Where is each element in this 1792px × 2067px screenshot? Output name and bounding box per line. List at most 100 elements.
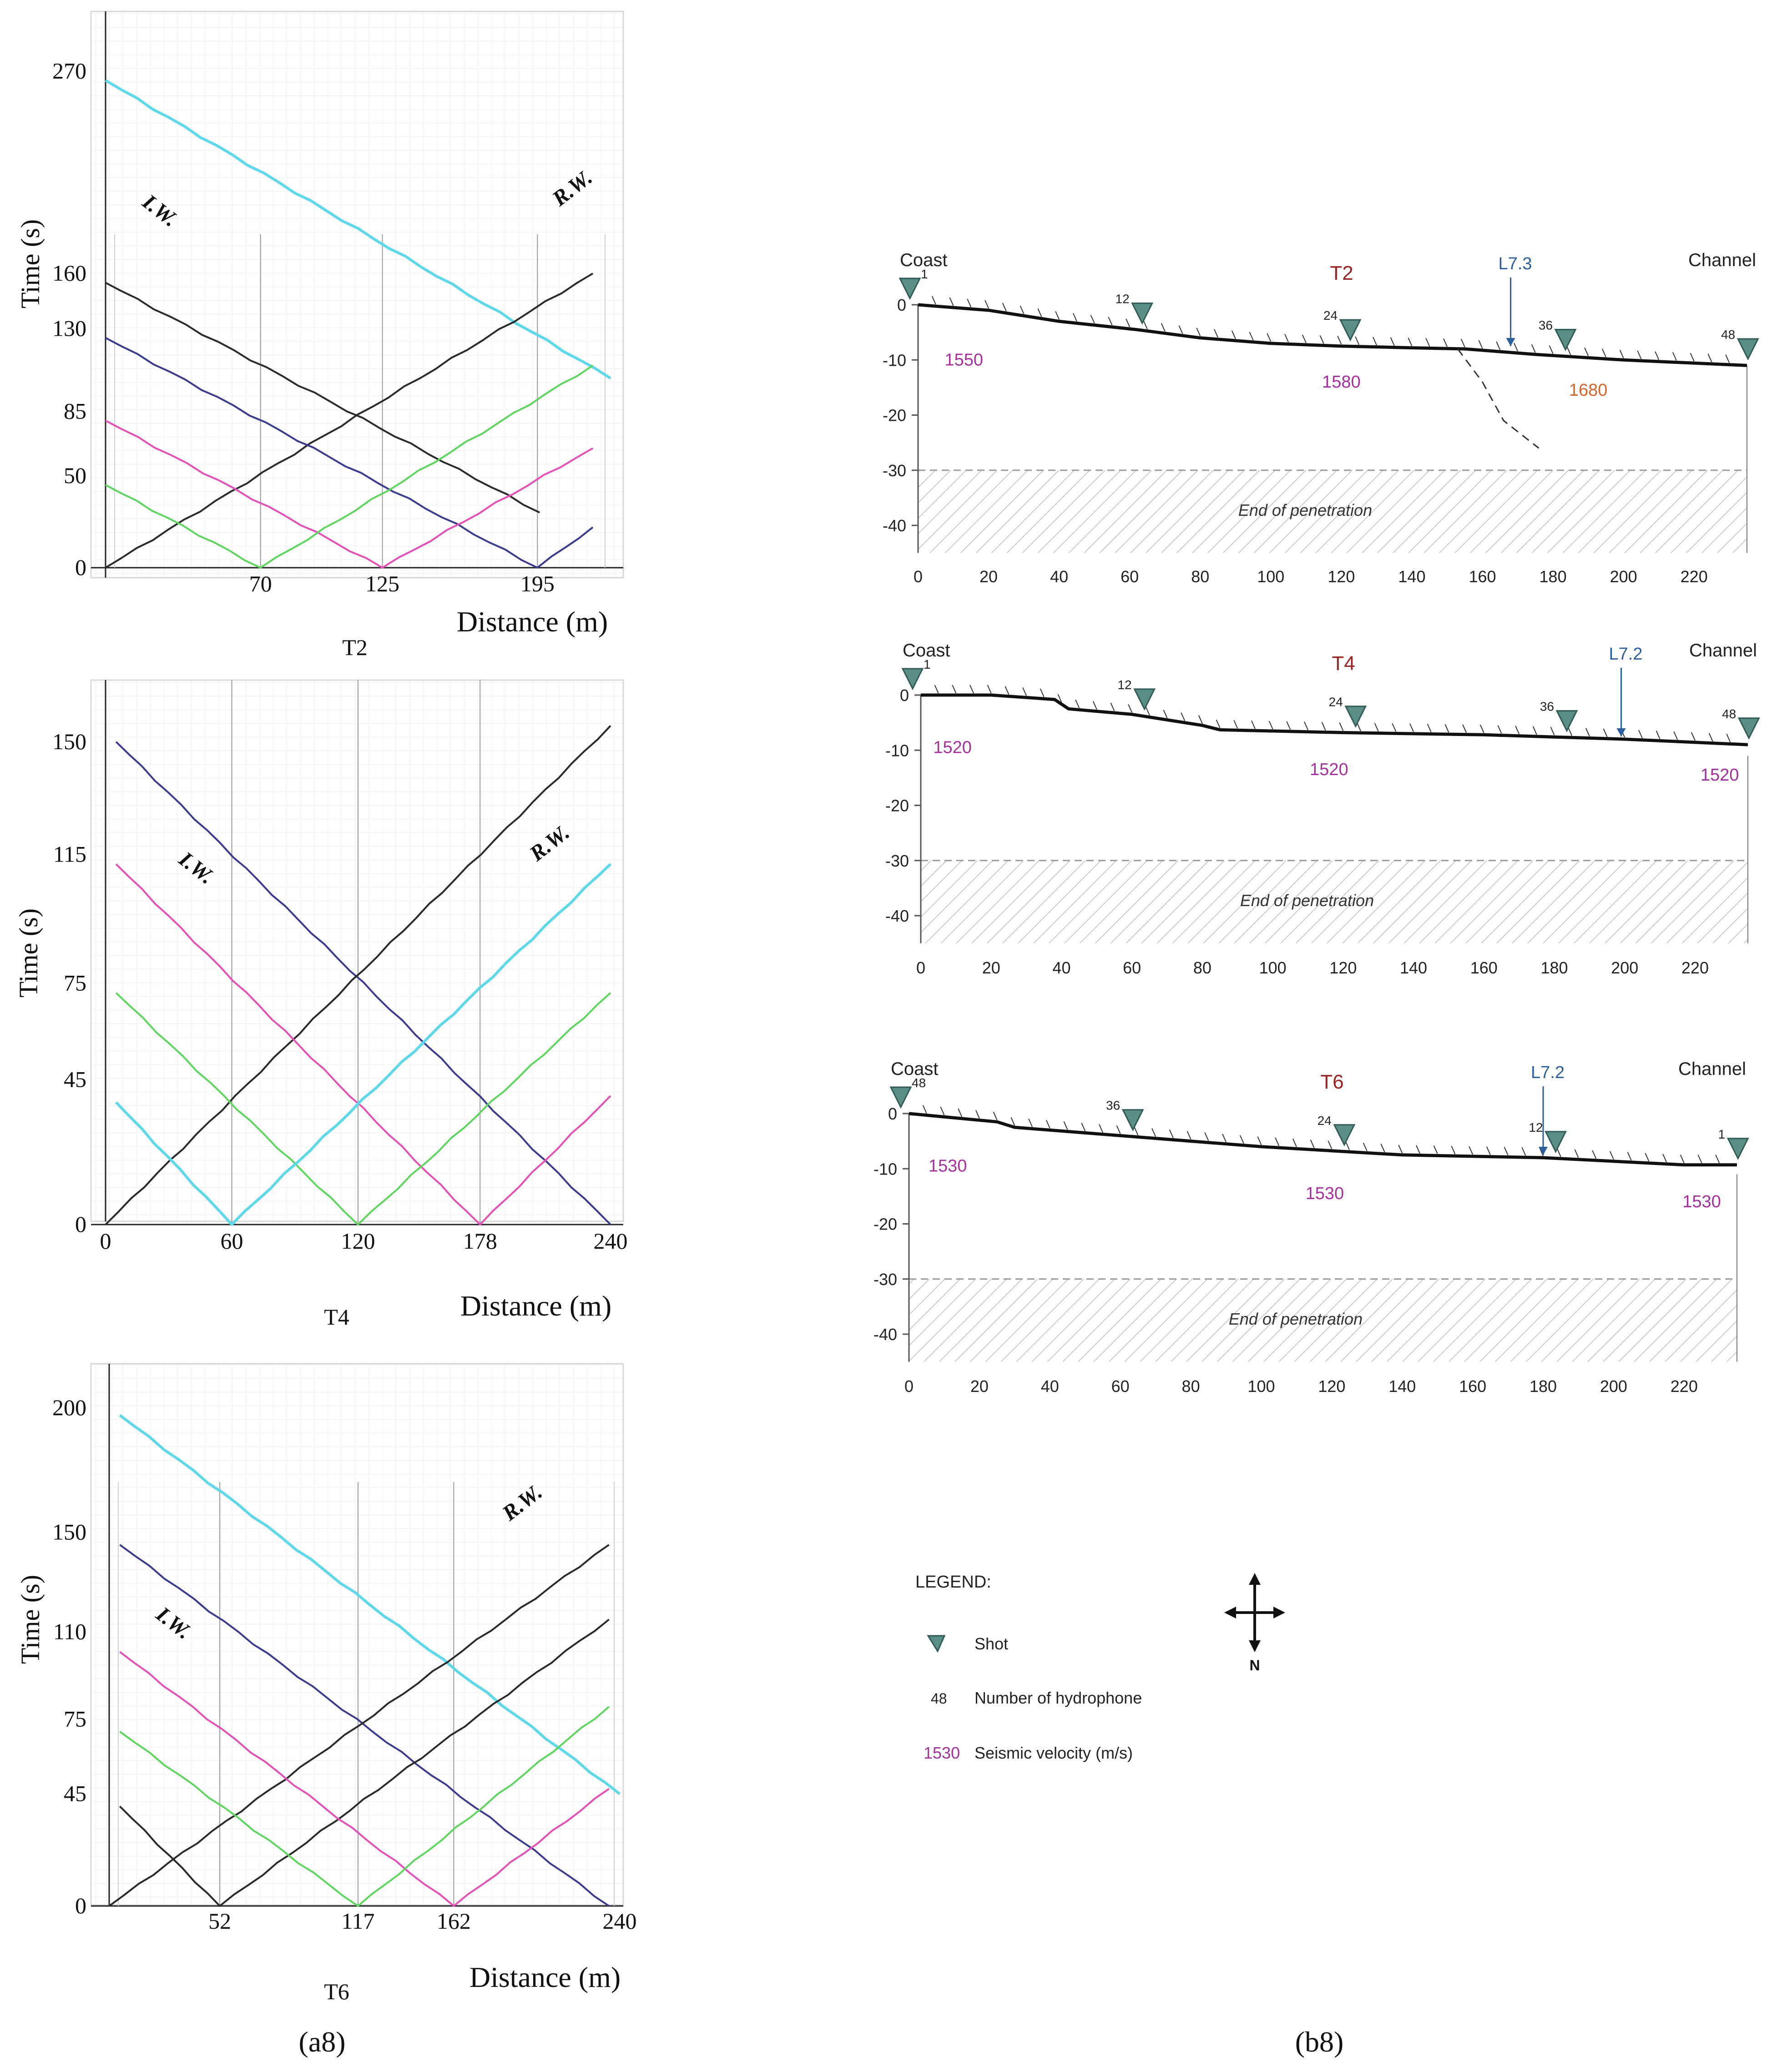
x-tick-label: 100 xyxy=(1257,567,1284,586)
y-tick-label: 85 xyxy=(64,398,86,423)
hydrophone-tick xyxy=(1257,1136,1262,1145)
hydrophone-tick xyxy=(1239,1135,1244,1144)
y-tick-label: 270 xyxy=(52,58,86,84)
coast-label: Coast xyxy=(903,640,950,660)
hydrophone-tick xyxy=(1055,311,1060,320)
hydrophone-tick xyxy=(1556,1148,1561,1157)
hydrophone-tick xyxy=(1550,726,1555,736)
hydrophone-tick xyxy=(1057,694,1062,703)
x-tick-label: 178 xyxy=(463,1228,497,1254)
hydrophone-tick xyxy=(1398,1144,1403,1154)
series-line-black-2 xyxy=(119,1618,610,1907)
coast-label: Coast xyxy=(900,250,948,270)
hydrophone-tick xyxy=(1163,710,1168,718)
marker-label: L7.2 xyxy=(1609,645,1643,664)
hydrophone-tick xyxy=(1233,720,1238,729)
hydrophone-tick xyxy=(1514,343,1518,352)
x-tick-label: 40 xyxy=(1050,567,1068,586)
y-tick-label: 150 xyxy=(52,729,86,754)
hydrophone-tick xyxy=(1708,733,1713,742)
hydrophone-tick xyxy=(1045,1119,1050,1129)
y-tick-label: 200 xyxy=(52,1395,86,1420)
chart-title: T4 xyxy=(324,1304,349,1330)
hydrophone-tick xyxy=(1673,731,1678,740)
arrow-right-icon xyxy=(1273,1607,1285,1618)
compass-north-label: N xyxy=(1249,1657,1260,1674)
panel-label-a8: (a8) xyxy=(298,2026,345,2058)
hydrophone-tick xyxy=(1433,1145,1438,1154)
hydrophone-tick xyxy=(1627,1152,1632,1161)
shot-icon xyxy=(899,277,921,300)
hydrophone-tick xyxy=(1005,686,1010,695)
x-tick-label: 60 xyxy=(221,1228,243,1254)
hydrophone-number: 12 xyxy=(1529,1120,1543,1134)
hydrophone-tick xyxy=(1549,345,1554,354)
x-tick-label: 140 xyxy=(1400,958,1427,977)
y-tick-label: -40 xyxy=(883,516,906,535)
coast-label: Coast xyxy=(891,1059,939,1079)
velocity-label: 1520 xyxy=(1701,766,1739,785)
legend-text-velocity: Seismic velocity (m/s) xyxy=(974,1744,1133,1762)
marker-arrow-head xyxy=(1506,338,1515,346)
x-tick-label: 180 xyxy=(1540,958,1568,977)
hydrophone-tick xyxy=(1319,335,1324,344)
legend-item-hydrophone: 48 Number of hydrophone xyxy=(931,1689,1142,1707)
hydrophone-tick xyxy=(1479,724,1484,733)
x-tick-label: 0 xyxy=(916,958,925,977)
hydrophone-tick xyxy=(1108,317,1113,326)
y-tick-label: 110 xyxy=(53,1619,86,1644)
hydrophone-tick xyxy=(1143,321,1148,329)
hydrophone-tick xyxy=(987,685,992,694)
y-tick-label: 0 xyxy=(900,686,909,705)
hydrophone-tick xyxy=(1585,728,1590,736)
hydrophone-tick xyxy=(1566,346,1571,355)
panel-label-b8: (b8) xyxy=(1295,2026,1344,2058)
hydrophone-tick xyxy=(1584,347,1589,356)
series-line-cyan xyxy=(105,79,611,380)
x-tick-label: 100 xyxy=(1247,1377,1275,1396)
y-tick-label: -20 xyxy=(883,406,906,425)
y-tick-label: -10 xyxy=(883,351,906,369)
hydrophone-tick xyxy=(1116,1125,1121,1134)
hydrophone-number: 36 xyxy=(1106,1099,1120,1113)
x-tick-label: 140 xyxy=(1398,567,1425,586)
hydrophone-tick xyxy=(1409,723,1414,732)
chart-b-t2: End of penetration 0 -10 -20 -30 -40 0 20 40 60 80… xyxy=(883,250,1759,586)
hydrophone-number: 48 xyxy=(1722,707,1736,721)
hydrophone-tick xyxy=(1040,688,1045,697)
shot-icon xyxy=(1133,688,1156,711)
hydrophone-tick xyxy=(1092,701,1097,710)
hydrophone-tick xyxy=(1374,723,1379,732)
velocity-label: 1550 xyxy=(945,350,984,369)
hydrophone-tick xyxy=(1515,726,1520,735)
shot-icon xyxy=(1554,329,1577,351)
hydrophone-number: 12 xyxy=(1117,678,1131,692)
series-line-magenta xyxy=(105,419,594,569)
hydrophone-tick xyxy=(1020,305,1025,314)
arrow-left-icon xyxy=(1224,1607,1236,1618)
x-tick-label: 200 xyxy=(1600,1377,1627,1396)
hydrophone-tick xyxy=(1425,338,1430,347)
hydrophone-tick xyxy=(1328,1140,1333,1149)
y-tick-label: -20 xyxy=(873,1215,897,1234)
hydrophone-tick xyxy=(1451,1145,1456,1154)
channel-label: Channel xyxy=(1678,1059,1746,1079)
x-tick-label: 162 xyxy=(437,1908,471,1934)
hydrophone-tick xyxy=(969,685,974,694)
x-tick-label: 80 xyxy=(1182,1377,1200,1396)
hydrophone-number: 1 xyxy=(921,267,928,281)
y-tick-label: 75 xyxy=(64,1706,86,1731)
x-tick-label: 52 xyxy=(208,1908,231,1934)
x-tick-label: 60 xyxy=(1121,567,1139,586)
plot-frame xyxy=(90,10,624,579)
hydrophone-tick xyxy=(1268,721,1273,730)
hydrophone-tick xyxy=(1222,1134,1227,1143)
hydrophone-tick xyxy=(1444,724,1449,733)
series-line-blue xyxy=(105,337,594,569)
section-title: T2 xyxy=(1330,262,1353,284)
hydrophone-tick xyxy=(1390,337,1395,346)
x-tick-label: 60 xyxy=(1111,1377,1130,1396)
hydrophone-tick xyxy=(1645,1153,1650,1162)
x-tick-label: 20 xyxy=(979,567,998,586)
hydrophone-tick xyxy=(1725,354,1730,363)
